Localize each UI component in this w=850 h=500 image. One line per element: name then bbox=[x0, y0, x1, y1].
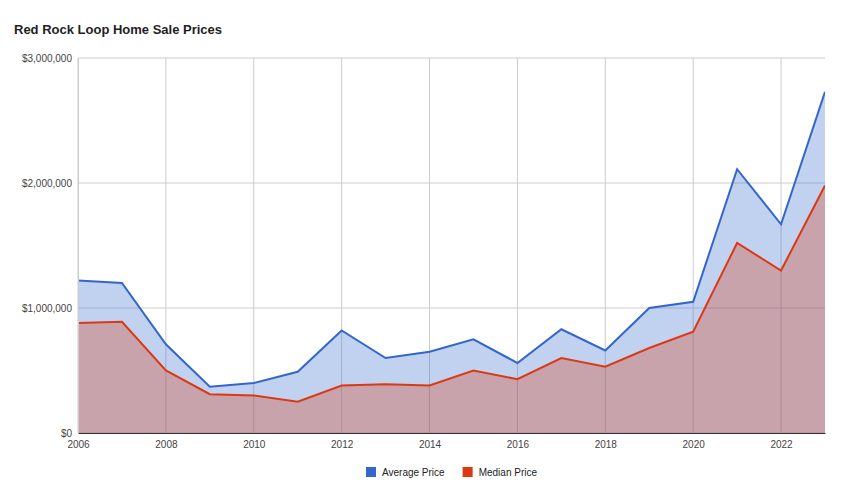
y-tick-label: $3,000,000 bbox=[22, 53, 72, 64]
area bbox=[78, 92, 825, 433]
x-tick: 2022 bbox=[770, 433, 793, 450]
title: Red Rock Loop Home Sale Prices bbox=[14, 22, 222, 37]
chart-svg: Red Rock Loop Home Sale Prices2006200820… bbox=[0, 0, 850, 500]
y-tick: $3,000,000 bbox=[22, 53, 78, 64]
x-axis-line bbox=[79, 433, 826, 434]
legend-label: Median Price bbox=[479, 467, 538, 478]
y-tick-label: $0 bbox=[61, 428, 73, 439]
x-tick-label: 2010 bbox=[243, 439, 266, 450]
x-tick-label: 2022 bbox=[770, 439, 793, 450]
y-tick: $1,000,000 bbox=[22, 303, 78, 314]
grid-line-y bbox=[78, 183, 825, 184]
x-tick-label: 2020 bbox=[683, 439, 706, 450]
y-axis-line bbox=[78, 59, 79, 434]
y-tick-label: $1,000,000 bbox=[22, 303, 72, 314]
grid-line-x bbox=[78, 58, 79, 433]
y-tick: $0 bbox=[61, 428, 78, 439]
y-tick: $2,000,000 bbox=[22, 178, 78, 189]
line bbox=[78, 186, 825, 402]
x-tick-label: 2008 bbox=[155, 439, 178, 450]
grid-line-x bbox=[253, 58, 254, 433]
plot-area bbox=[78, 92, 825, 433]
legend-label: Average Price bbox=[382, 467, 445, 478]
area bbox=[78, 186, 825, 434]
x-tick: 2008 bbox=[155, 433, 178, 450]
grid-line-y bbox=[78, 58, 825, 59]
legend-item: Median Price bbox=[463, 467, 538, 478]
legend: Average Price Median Price bbox=[366, 467, 537, 478]
x-tick: 2016 bbox=[507, 433, 530, 450]
x-axis: 2006 2008 2010 2012 2014 2016 2018 2020 2022 bbox=[67, 433, 825, 450]
legend-swatch bbox=[463, 467, 473, 477]
x-tick: 2010 bbox=[243, 433, 266, 450]
x-tick-label: 2006 bbox=[67, 439, 90, 450]
x-tick: 2018 bbox=[595, 433, 618, 450]
x-tick: 2020 bbox=[683, 433, 706, 450]
x-tick-label: 2016 bbox=[507, 439, 530, 450]
x-tick-label: 2018 bbox=[595, 439, 618, 450]
x-tick-label: 2012 bbox=[331, 439, 354, 450]
x-tick-label: 2014 bbox=[419, 439, 442, 450]
x-tick: 2014 bbox=[419, 433, 442, 450]
chart-container: Red Rock Loop Home Sale Prices2006200820… bbox=[0, 0, 850, 500]
legend-swatch bbox=[366, 467, 376, 477]
x-tick: 2012 bbox=[331, 433, 354, 450]
grid bbox=[78, 58, 825, 433]
y-axis: $0 $1,000,000 $2,000,000 $3,000,000 bbox=[22, 53, 79, 439]
y-tick-label: $2,000,000 bbox=[22, 178, 72, 189]
legend-item: Average Price bbox=[366, 467, 445, 478]
